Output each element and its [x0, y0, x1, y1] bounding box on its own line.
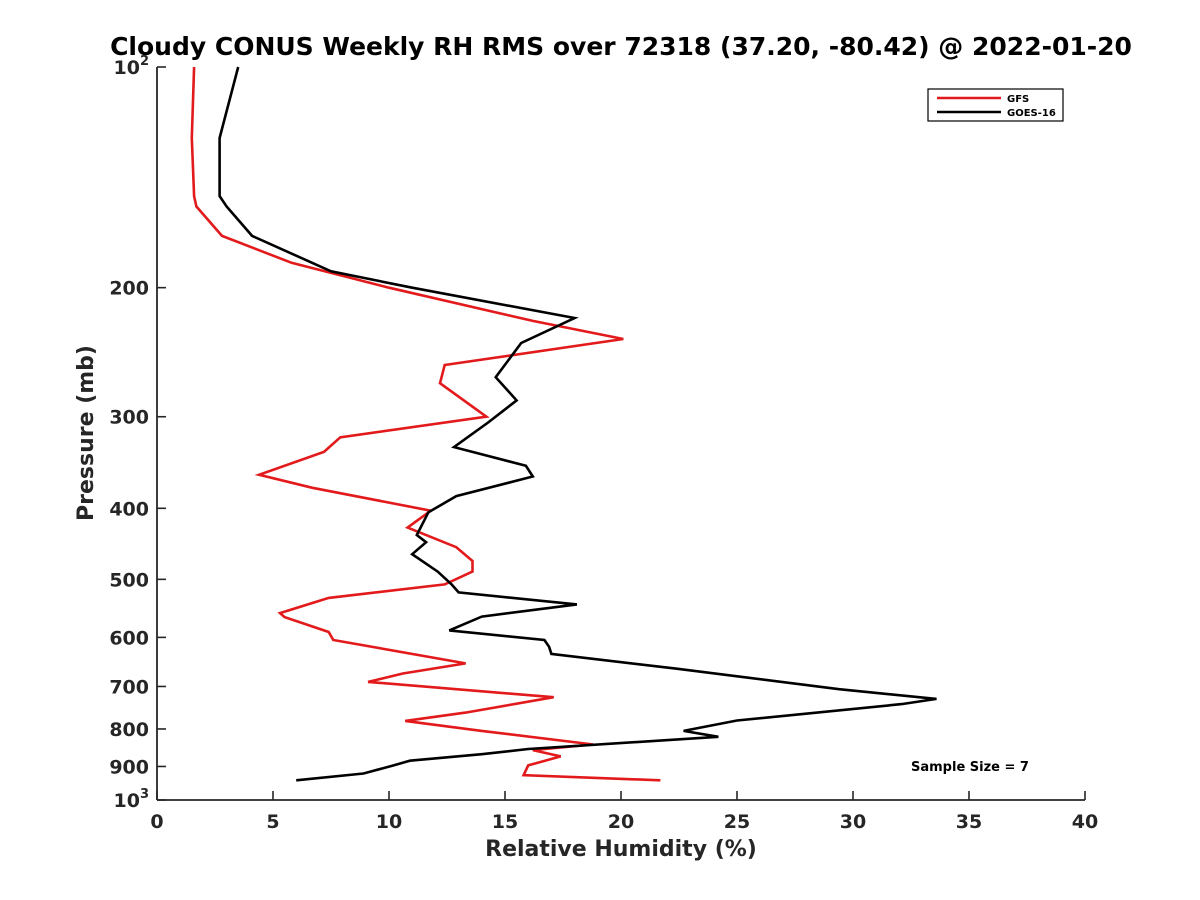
y-axis-label: Pressure (mb): [74, 345, 99, 521]
legend-label-gfs: GFS: [1007, 94, 1029, 105]
y-tick-label: 500: [109, 569, 149, 591]
y-tick-label-exponent: 3: [140, 787, 149, 802]
x-tick-label: 5: [266, 811, 279, 833]
chart-title: Cloudy CONUS Weekly RH RMS over 72318 (3…: [110, 32, 1132, 61]
y-tick-label: 102: [114, 54, 150, 79]
x-ticks: 0 5 10 15 20 25 30 35 40: [150, 791, 1098, 833]
y-tick-label-base: 800: [109, 719, 149, 741]
legend: GFS GOES-16: [927, 88, 1064, 122]
y-tick-label-base: 500: [109, 569, 149, 591]
y-tick-label-base: 10: [114, 790, 140, 812]
y-tick-label: 300: [109, 407, 149, 429]
y-tick-label-base: 300: [109, 407, 149, 429]
y-tick-label-base: 200: [109, 278, 149, 300]
x-tick-label: 20: [608, 811, 634, 833]
y-tick-label-base: 600: [109, 627, 149, 649]
y-tick-label: 103: [114, 787, 150, 812]
legend-label-goes-16: GOES-16: [1007, 108, 1056, 119]
x-tick-label: 25: [724, 811, 750, 833]
y-tick-label-base: 400: [109, 498, 149, 520]
y-tick-label-base: 10: [114, 57, 140, 79]
plot-area: [157, 67, 1085, 800]
x-tick-label: 40: [1072, 811, 1098, 833]
y-tick-label: 400: [109, 498, 149, 520]
x-tick-label: 35: [956, 811, 982, 833]
y-tick-label: 800: [109, 719, 149, 741]
y-tick-label: 200: [109, 278, 149, 300]
x-tick-label: 15: [492, 811, 518, 833]
y-tick-label-base: 700: [109, 676, 149, 698]
series-line-goes-16: [218, 66, 937, 782]
x-tick-label: 30: [840, 811, 866, 833]
y-tick-label: 700: [109, 676, 149, 698]
x-tick-label: 10: [376, 811, 402, 833]
series-layer: [190, 66, 937, 782]
sample-size-annotation: Sample Size = 7: [911, 760, 1029, 775]
plot-background: [157, 67, 1085, 800]
series-line-gfs: [190, 66, 661, 782]
x-axis-label: Relative Humidity (%): [485, 837, 757, 862]
y-tick-label-base: 900: [109, 756, 149, 778]
y-tick-label: 600: [109, 627, 149, 649]
y-tick-label-exponent: 2: [140, 54, 149, 69]
x-tick-label: 0: [150, 811, 163, 833]
y-tick-label: 900: [109, 756, 149, 778]
legend-box: [927, 88, 1064, 122]
